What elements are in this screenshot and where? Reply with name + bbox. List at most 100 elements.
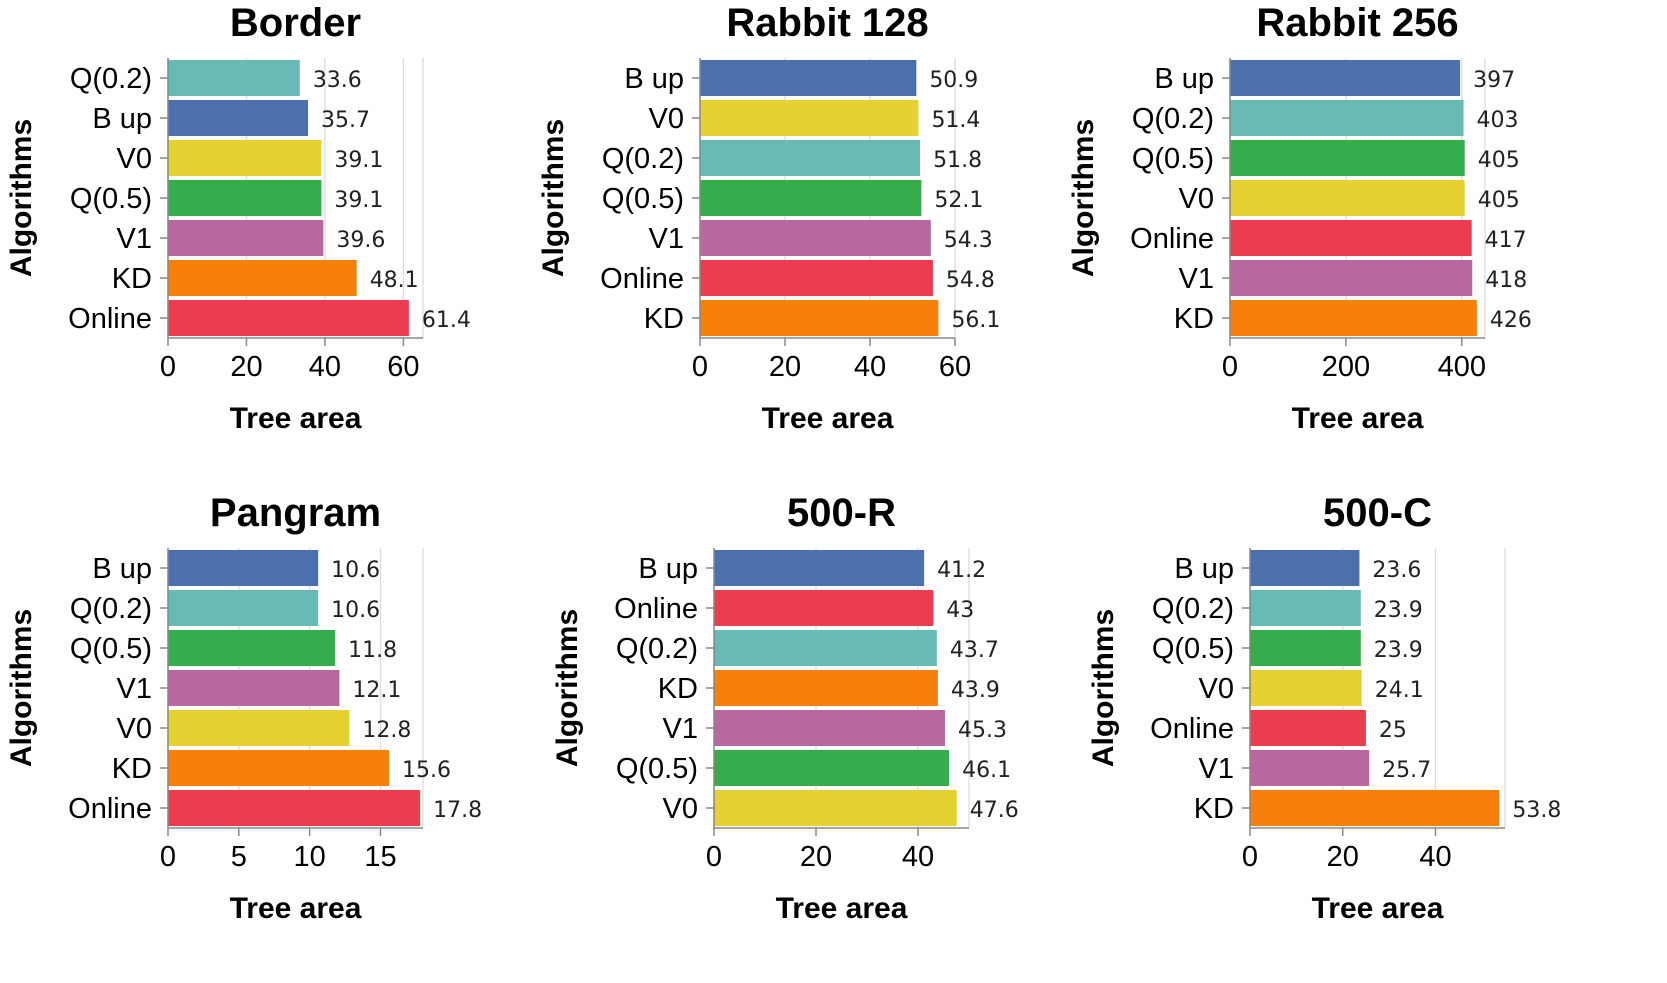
- data-label: 10.6: [331, 598, 380, 623]
- bar-kd: [1230, 300, 1477, 336]
- bar-q-0-5: [1230, 140, 1465, 176]
- data-label: 54.8: [946, 268, 995, 293]
- category-label: KD: [1174, 303, 1214, 335]
- category-label: B up: [1154, 63, 1214, 95]
- data-label: 41.2: [937, 558, 986, 583]
- chart-panel-pangram: Pangram 0 5 10 15 B up 10.6 Q(0.2) 10.6 Q(0.5) 11.…: [0, 490, 482, 930]
- x-axis-title: Tree area: [762, 402, 894, 435]
- bar-b-up: [1250, 550, 1360, 586]
- bar-q-0-2: [714, 630, 937, 666]
- category-label: V0: [117, 713, 152, 745]
- bar-online: [700, 260, 933, 296]
- x-tick-label: 60: [387, 351, 419, 383]
- x-tick-label: 0: [160, 351, 176, 383]
- category-label: Q(0.5): [616, 753, 698, 785]
- bar-online: [1230, 220, 1472, 256]
- bar-q-0-5: [714, 750, 950, 786]
- data-label: 61.4: [422, 308, 471, 333]
- category-label: B up: [624, 63, 684, 95]
- bar-b-up: [700, 60, 917, 96]
- y-axis-title: Algorithms: [1067, 119, 1100, 277]
- data-label: 23.9: [1374, 638, 1423, 663]
- data-label: 426: [1490, 308, 1532, 333]
- data-label: 403: [1477, 108, 1519, 133]
- chart-500-c: 500-C 0 20 40 B up 23.6 Q(0.2) 23.9 Q(0.5) 23.9 V0…: [1087, 491, 1561, 925]
- category-label: B up: [92, 553, 152, 585]
- bar-online: [168, 300, 409, 336]
- data-label: 46.1: [962, 758, 1011, 783]
- x-tick-label: 400: [1438, 351, 1486, 383]
- bar-q-0-2: [168, 60, 300, 96]
- bar-kd: [700, 300, 939, 336]
- bar-v0: [168, 140, 322, 176]
- x-tick-label: 0: [692, 351, 708, 383]
- chart-panel-rabbit-128: Rabbit 128 0 20 40 60 B up 50.9 V0 51.4 Q(0.2) 51.…: [532, 0, 1000, 440]
- x-axis-title: Tree area: [1292, 402, 1424, 435]
- bar-q-0-5: [168, 630, 336, 666]
- bar-kd: [714, 670, 938, 706]
- chart-500-r: 500-R 0 20 40 B up 41.2 Online 43 Q(0.2) 43.7 KD 43…: [551, 491, 1019, 925]
- data-label: 56.1: [951, 308, 1000, 333]
- data-label: 50.9: [929, 68, 978, 93]
- data-label: 39.6: [336, 228, 385, 253]
- x-tick-label: 20: [800, 841, 832, 873]
- bar-b-up: [168, 100, 309, 136]
- x-axis-title: Tree area: [230, 892, 362, 925]
- category-label: B up: [92, 103, 152, 135]
- y-axis-title: Algorithms: [5, 609, 38, 767]
- data-label: 12.1: [352, 678, 401, 703]
- category-label: Q(0.2): [70, 63, 152, 95]
- bar-b-up: [714, 550, 925, 586]
- category-label: Online: [614, 593, 698, 625]
- chart-panel-rabbit-256: Rabbit 256 0 200 400 B up 397 Q(0.2) 403 Q(0.5) 4…: [1062, 0, 1532, 440]
- category-label: B up: [1174, 553, 1234, 585]
- chart-panel-border: Border 0 20 40 60 Q(0.2) 33.6 B up 35.7 V0 39.1 Q(0…: [0, 0, 471, 440]
- bar-b-up: [168, 550, 319, 586]
- x-tick-label: 15: [364, 841, 396, 873]
- data-label: 397: [1473, 68, 1515, 93]
- data-label: 43.7: [950, 638, 999, 663]
- chart-title: Pangram: [210, 491, 381, 535]
- data-label: 52.1: [934, 188, 983, 213]
- data-label: 45.3: [958, 718, 1007, 743]
- x-tick-label: 20: [230, 351, 262, 383]
- x-tick-label: 20: [1327, 841, 1359, 873]
- bar-online: [714, 590, 934, 626]
- bar-v1: [700, 220, 931, 256]
- x-axis-title: Tree area: [230, 402, 362, 435]
- category-label: Q(0.2): [70, 593, 152, 625]
- x-tick-label: 40: [854, 351, 886, 383]
- y-axis-title: Algorithms: [5, 119, 38, 277]
- data-label: 405: [1478, 188, 1520, 213]
- x-axis-title: Tree area: [776, 892, 908, 925]
- data-label: 51.4: [931, 108, 980, 133]
- data-label: 11.8: [348, 638, 397, 663]
- category-label: V1: [649, 223, 684, 255]
- data-label: 33.6: [313, 68, 362, 93]
- data-label: 24.1: [1375, 678, 1424, 703]
- x-tick-label: 200: [1322, 351, 1370, 383]
- bar-kd: [1250, 790, 1500, 826]
- category-label: V0: [1179, 183, 1214, 215]
- data-label: 47.6: [970, 798, 1019, 823]
- x-tick-label: 0: [1242, 841, 1258, 873]
- x-tick-label: 10: [294, 841, 326, 873]
- data-label: 43: [946, 598, 974, 623]
- x-tick-label: 40: [309, 351, 341, 383]
- category-label: KD: [1194, 793, 1234, 825]
- category-label: V0: [117, 143, 152, 175]
- bar-v0: [714, 790, 957, 826]
- data-label: 25: [1379, 718, 1407, 743]
- bar-b-up: [1230, 60, 1461, 96]
- category-label: V1: [1199, 753, 1234, 785]
- bar-q-0-2: [1230, 100, 1464, 136]
- bar-v0: [1230, 180, 1465, 216]
- category-label: V0: [649, 103, 684, 135]
- data-label: 12.8: [362, 718, 411, 743]
- data-label: 10.6: [331, 558, 380, 583]
- bar-online: [1250, 710, 1366, 746]
- category-label: Q(0.5): [70, 633, 152, 665]
- bar-q-0-5: [168, 180, 322, 216]
- bar-q-0-2: [1250, 590, 1361, 626]
- data-label: 17.8: [433, 798, 482, 823]
